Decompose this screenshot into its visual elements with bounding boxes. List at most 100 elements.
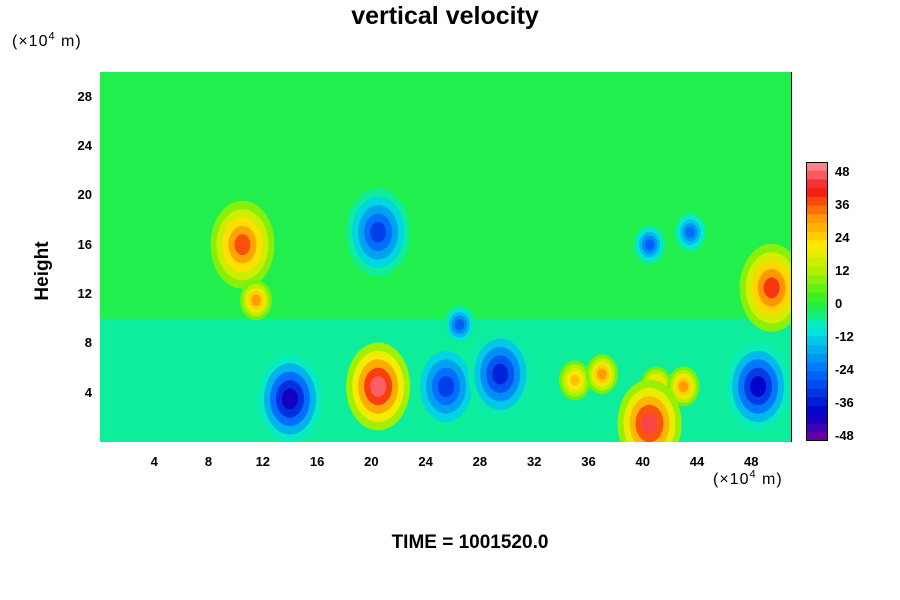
velocity-cell — [617, 379, 682, 442]
colorbar-swatch — [806, 345, 828, 355]
x-tick-label: 12 — [255, 454, 271, 469]
colorbar-swatch — [806, 188, 828, 198]
colorbar-swatch — [806, 353, 828, 364]
colorbar-swatch — [806, 310, 828, 320]
colorbar-tick-label: -48 — [835, 428, 854, 443]
x-tick-label: 24 — [418, 454, 433, 469]
colorbar-swatch — [806, 371, 828, 381]
x-tick-label: 40 — [635, 454, 650, 469]
y-tick-label: 28 — [77, 88, 92, 104]
contour-level — [570, 374, 580, 386]
contour-level — [597, 368, 607, 380]
colorbar-tick-label: 12 — [835, 263, 850, 278]
colorbar-swatch — [806, 162, 828, 172]
colorbar-swatch — [806, 406, 828, 416]
contour-level — [492, 363, 509, 385]
colorbar-tick-label: 36 — [835, 197, 850, 212]
x-tick-label: 4 — [150, 454, 158, 469]
colorbar-tick-label: 48 — [835, 164, 850, 179]
contour-level — [678, 380, 689, 393]
colorbar-swatch — [806, 231, 828, 241]
velocity-cell — [674, 212, 707, 253]
x-unit-exponent: 4 — [749, 468, 757, 481]
contour-level — [641, 413, 658, 434]
colorbar-swatch — [806, 414, 828, 425]
x-unit-suffix: m) — [756, 471, 783, 488]
contour-level — [454, 319, 465, 331]
y-tick-label: 12 — [77, 286, 92, 301]
colorbar-swatch — [806, 214, 828, 224]
x-unit-base: (×10 — [713, 471, 750, 488]
velocity-cell — [414, 342, 478, 431]
colorbar-swatch — [806, 432, 828, 441]
colorbar-swatch — [806, 223, 828, 233]
colorbar-swatch — [806, 336, 828, 346]
chart-title: vertical velocity — [351, 2, 539, 30]
colorbar-swatch — [806, 257, 828, 268]
colorbar-swatch — [806, 275, 828, 285]
y-tick-label: 4 — [84, 384, 92, 400]
velocity-cell — [558, 360, 591, 401]
x-tick-label: 48 — [744, 454, 759, 469]
colorbar-swatch — [806, 362, 828, 372]
colorbar — [806, 162, 828, 441]
velocity-cell — [346, 342, 411, 431]
y-tick-label: 8 — [84, 335, 92, 351]
colorbar-swatch — [806, 327, 828, 337]
colorbar-swatch — [806, 284, 828, 294]
colorbar-tick-label: -12 — [835, 329, 854, 344]
colorbar-swatch — [806, 379, 828, 390]
colorbar-swatch — [806, 196, 828, 207]
velocity-cell — [443, 304, 476, 345]
velocity-cell — [633, 224, 666, 265]
colorbar-tick-label: 0 — [835, 296, 843, 311]
x-tick-label: 44 — [689, 454, 705, 469]
y-tick-label: 20 — [77, 187, 92, 203]
velocity-cell — [257, 354, 322, 442]
contour-level — [234, 234, 251, 256]
velocity-cell — [586, 354, 619, 395]
velocity-cell — [468, 330, 533, 419]
colorbar-tick-label: -36 — [835, 395, 854, 410]
colorbar-swatch — [806, 249, 828, 259]
velocity-cell — [739, 243, 792, 332]
time-label: TIME = 1001520.0 — [391, 532, 549, 553]
colorbar-swatch — [806, 318, 828, 329]
colorbar-swatch — [806, 397, 828, 407]
contour-level — [685, 226, 696, 238]
contour-level — [370, 221, 387, 243]
velocity-cell — [726, 342, 791, 431]
contour-level — [644, 239, 655, 251]
colorbar-swatch — [806, 240, 828, 250]
colorbar-swatch — [806, 205, 828, 215]
colorbar-swatch — [806, 388, 828, 398]
colorbar-tick-label: -24 — [835, 362, 854, 377]
velocity-cell — [346, 188, 411, 277]
colorbar-swatch — [806, 170, 828, 180]
contour-level — [438, 376, 454, 397]
x-tick-label: 8 — [204, 454, 213, 469]
contour-level — [763, 277, 780, 299]
contour-plot — [100, 72, 792, 442]
colorbar-swatch — [806, 179, 828, 189]
y-unit-suffix: m) — [55, 33, 82, 50]
x-tick-label: 32 — [526, 454, 542, 469]
contour-level — [370, 376, 387, 397]
colorbar-swatch — [806, 266, 828, 276]
x-tick-label: 16 — [309, 454, 325, 469]
y-axis-label: Height — [32, 241, 53, 301]
y-unit-exponent: 4 — [48, 30, 56, 43]
contour-level — [281, 388, 298, 410]
x-tick-label: 20 — [364, 454, 379, 469]
y-tick-label: 16 — [77, 236, 92, 252]
y-unit-base: (×10 — [12, 33, 49, 50]
velocity-cell — [667, 366, 700, 407]
y-unit-label: (×104 m) — [12, 30, 82, 51]
x-tick-label: 36 — [581, 454, 596, 469]
velocity-cell — [210, 200, 275, 289]
colorbar-swatch — [806, 301, 828, 311]
x-tick-label: 28 — [472, 454, 488, 469]
colorbar-tick-label: 24 — [835, 230, 850, 245]
contour-level — [750, 376, 767, 397]
contour-level — [251, 294, 261, 306]
